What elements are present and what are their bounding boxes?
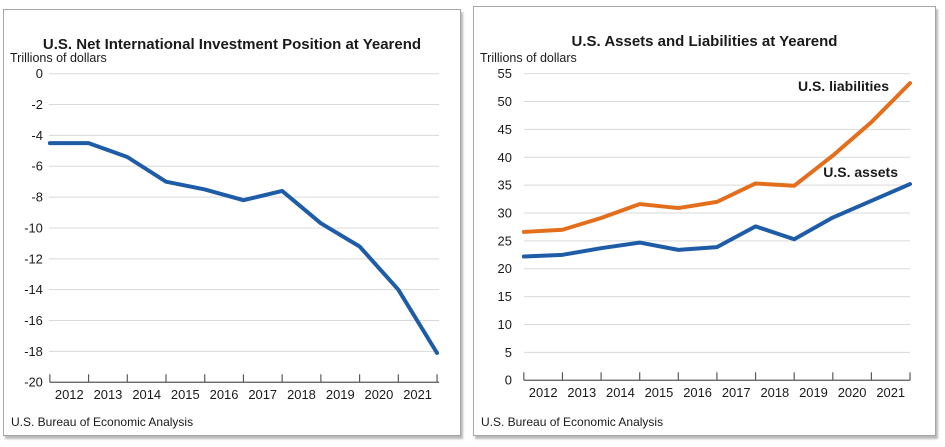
y-tick-label: -4 <box>31 128 43 143</box>
x-tick-label: 2014 <box>132 387 161 402</box>
y-tick-label: 40 <box>498 150 512 165</box>
x-tick-label: 2021 <box>876 385 905 400</box>
x-tick-label: 2013 <box>94 387 123 402</box>
y-tick-label: 15 <box>498 289 512 304</box>
x-tick-label: 2018 <box>287 387 316 402</box>
u-s-assets-line <box>521 182 913 259</box>
x-tick-label: 2014 <box>606 385 635 400</box>
y-tick-label: 45 <box>498 122 512 137</box>
y-tick-label: -8 <box>31 190 43 205</box>
x-tick-label: 2013 <box>567 385 596 400</box>
y-tick-label: 0 <box>36 66 43 81</box>
x-tick-label: 2020 <box>365 387 394 402</box>
x-tick-label: 2020 <box>838 385 867 400</box>
x-tick-label: 2015 <box>171 387 200 402</box>
niip-source-label: U.S. Bureau of Economic Analysis <box>11 415 194 429</box>
assets-liabilities-line-chart: 0 5 10 15 20 25 30 35 40 45 50 55 2012 2013 2014 2015 20… <box>498 66 913 400</box>
x-tick-label: 2021 <box>403 387 432 402</box>
u-s-liabilities-line <box>521 81 913 234</box>
x-tick-label: 2019 <box>326 387 355 402</box>
y-tick-label: 55 <box>498 66 512 81</box>
y-tick-label: -6 <box>31 159 43 174</box>
x-tick-label: 2012 <box>529 385 558 400</box>
y-tick-label: -18 <box>24 344 43 359</box>
x-tick-label: 2018 <box>760 385 789 400</box>
y-tick-label: 50 <box>498 94 512 109</box>
y-tick-label: 10 <box>498 317 512 332</box>
y-tick-label: 35 <box>498 178 512 193</box>
assets-liabilities-chart-panel: U.S. Assets and Liabilities at Yearend T… <box>473 6 936 436</box>
x-tick-label: 2017 <box>722 385 751 400</box>
y-tick-label: -14 <box>24 282 43 297</box>
y-tick-label: 0 <box>505 373 512 388</box>
y-tick-label: -16 <box>24 313 43 328</box>
niip-chart-title: U.S. Net International Investment Positi… <box>42 36 422 54</box>
y-tick-label: -12 <box>24 251 43 266</box>
niip-chart-panel: U.S. Net International Investment Positi… <box>3 9 461 436</box>
x-tick-label: 2016 <box>210 387 239 402</box>
y-tick-label: -2 <box>31 97 43 112</box>
assets-liabilities-units-label: Trillions of dollars <box>480 51 577 65</box>
y-tick-label: -10 <box>24 220 43 235</box>
assets-series-label: U.S. assets <box>823 164 898 180</box>
y-tick-label: -20 <box>24 375 43 390</box>
x-tick-label: 2015 <box>645 385 674 400</box>
x-tick-label: 2012 <box>55 387 84 402</box>
assets-liabilities-chart-title: U.S. Assets and Liabilities at Yearend <box>571 33 838 51</box>
niip-line-chart: 0 -2 -4 -6 -8 -10 -12 -14 -16 -18 -20 2012 2013 2014 2… <box>24 66 440 402</box>
niip-units-label: Trillions of dollars <box>10 51 107 65</box>
x-tick-label: 2016 <box>683 385 712 400</box>
series-0-line <box>47 141 440 355</box>
x-tick-label: 2017 <box>248 387 277 402</box>
y-tick-label: 5 <box>505 345 512 360</box>
y-tick-label: 25 <box>498 233 512 248</box>
y-tick-label: 20 <box>498 261 512 276</box>
y-tick-label: 30 <box>498 206 512 221</box>
x-tick-label: 2019 <box>799 385 828 400</box>
liabilities-series-label: U.S. liabilities <box>797 78 889 94</box>
assets-liabilities-source-label: U.S. Bureau of Economic Analysis <box>481 415 664 429</box>
